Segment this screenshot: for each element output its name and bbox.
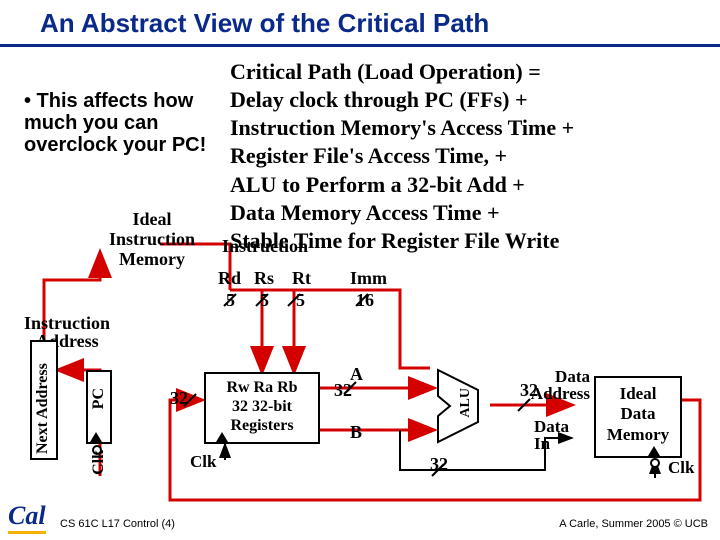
rs-label: Rs bbox=[254, 268, 274, 289]
data-in-label: Data In bbox=[534, 418, 569, 452]
alu-label: ALU bbox=[458, 388, 474, 418]
n16: 16 bbox=[356, 290, 374, 311]
footer-left: CS 61C L17 Control (4) bbox=[60, 518, 175, 530]
imem-l2: Instruction bbox=[92, 230, 212, 250]
rt-label: Rt bbox=[292, 268, 311, 289]
n5c: 5 bbox=[296, 290, 305, 311]
da-l2: Address bbox=[530, 385, 590, 402]
n32b: 32 bbox=[334, 380, 352, 401]
pc-label: PC bbox=[90, 388, 108, 409]
pc-clk-triangle bbox=[90, 432, 102, 442]
dmem-clk-bubble bbox=[650, 458, 660, 468]
regs-l2: 32 32-bit bbox=[206, 397, 318, 416]
di-l1: Data bbox=[534, 418, 569, 435]
dmem-l1: Ideal bbox=[596, 384, 680, 404]
next-address-label: Next Address bbox=[34, 346, 52, 454]
imem-l1: Ideal bbox=[92, 210, 212, 230]
footer-right: A Carle, Summer 2005 © UCB bbox=[559, 518, 708, 530]
imem-l3: Memory bbox=[92, 250, 212, 270]
n32d: 32 bbox=[430, 454, 448, 475]
n5a: 5 bbox=[226, 290, 235, 311]
dmem-clk-triangle bbox=[648, 446, 660, 456]
imm-label: Imm bbox=[350, 268, 387, 289]
clk-vertical-label: Clk bbox=[90, 450, 108, 475]
regfile-clk-triangle bbox=[216, 432, 228, 442]
clk2-label: Clk bbox=[668, 458, 694, 478]
instruction-label: Instruction bbox=[222, 236, 308, 257]
b-label: B bbox=[350, 422, 362, 443]
da-l1: Data bbox=[530, 368, 590, 385]
n5b: 5 bbox=[260, 290, 269, 311]
data-memory-box: Ideal Data Memory bbox=[594, 376, 682, 458]
cal-logo: Cal bbox=[8, 501, 46, 534]
regs-l1: Rw Ra Rb bbox=[206, 378, 318, 397]
instruction-memory-label: Ideal Instruction Memory bbox=[92, 210, 212, 269]
dmem-l3: Memory bbox=[596, 425, 680, 445]
ia-l1: Instruction bbox=[24, 314, 110, 332]
data-address-label: Data Address bbox=[530, 368, 590, 402]
di-l2: In bbox=[534, 435, 569, 452]
clk1-label: Clk bbox=[190, 452, 216, 472]
n32a: 32 bbox=[170, 388, 188, 409]
rd-label: Rd bbox=[218, 268, 241, 289]
dmem-l2: Data bbox=[596, 404, 680, 424]
